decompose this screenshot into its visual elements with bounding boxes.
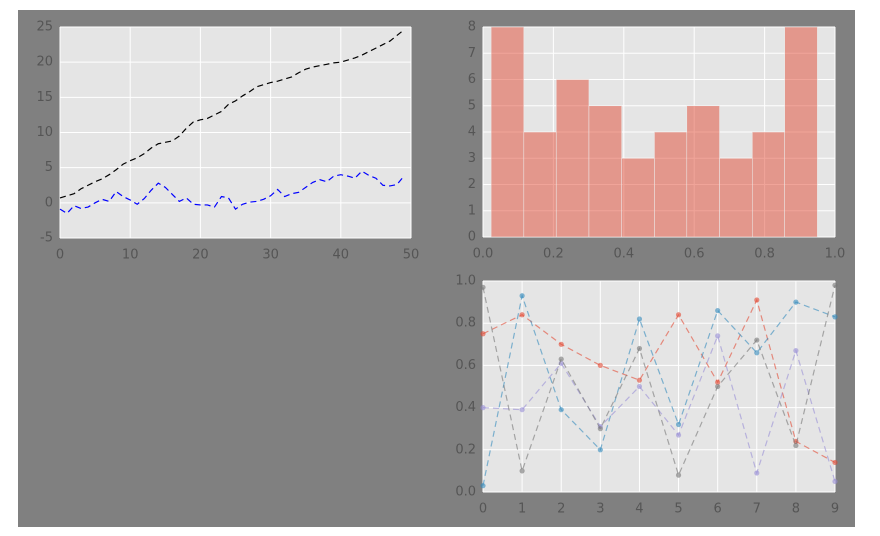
x-tick-label: 1.0 [825,247,846,262]
marker [832,314,838,320]
marker [793,299,799,305]
x-tick-label: 5 [674,502,682,517]
y-tick-label: 20 [36,55,53,70]
marker [715,379,721,385]
x-tick-label: 1 [518,502,526,517]
marker [832,459,838,466]
marker [754,337,760,343]
y-tick-label: 1.0 [455,274,476,289]
bar [621,158,655,238]
marker [754,470,760,476]
marker [636,345,643,352]
marker [597,426,603,432]
marker [519,407,525,413]
bar [752,131,785,238]
y-tick-label: 7 [468,46,476,61]
marker [558,356,564,362]
marker [675,312,682,318]
x-tick-label: 0.2 [543,247,564,262]
marker [793,348,799,354]
x-tick-label: 9 [831,502,839,517]
x-tick-label: 4 [635,502,643,517]
marker [754,350,760,356]
y-tick-label: 0.6 [455,358,476,373]
y-tick-label: 5 [45,160,53,175]
line [59,170,405,215]
marker [480,284,486,290]
bar [490,26,525,238]
y-tick-label: -5 [40,231,53,246]
marker [636,316,643,322]
y-tick-label: 0.8 [455,316,476,331]
plot-area [483,281,835,492]
x-tick-label: 0 [479,502,487,517]
marker [715,383,721,390]
y-tick-label: 0.0 [455,485,476,500]
marker [519,293,525,299]
marker [675,472,682,478]
marker [793,442,799,449]
marker [715,333,721,339]
marker [519,312,525,318]
marker [597,362,603,368]
x-tick-label: 0.8 [754,247,775,262]
y-tick-label: 25 [36,20,53,35]
marker [832,478,838,485]
x-tick-label: 50 [403,248,420,263]
bar [686,105,720,238]
line [482,285,836,477]
marker [558,341,564,347]
bar [654,131,688,238]
marker [480,483,486,489]
bar [719,158,753,238]
marker [675,421,682,428]
marker [832,282,838,288]
marker [480,331,486,337]
x-tick-label: 3 [596,502,604,517]
y-tick-label: 0 [45,195,53,210]
x-tick-label: 40 [333,248,350,263]
y-tick-label: 1 [468,203,476,218]
x-tick-label: 2 [557,502,565,517]
y-tick-label: 2 [468,177,476,192]
marker [636,377,643,383]
x-tick-label: 30 [262,248,279,263]
bar [555,79,590,238]
marker [675,432,682,438]
y-tick-label: 0 [468,230,476,245]
x-tick-label: 0.0 [473,247,494,262]
marker [754,297,760,303]
bar [588,105,622,238]
x-tick-label: 0 [56,248,64,263]
y-tick-label: 0.4 [455,400,476,415]
x-tick-label: 0.4 [613,247,634,262]
marker [715,307,721,314]
y-tick-label: 8 [468,20,476,35]
x-tick-label: 7 [753,502,761,517]
y-tick-label: 0.2 [455,442,476,457]
y-tick-label: 3 [468,151,476,166]
y-tick-label: 15 [36,90,53,105]
y-tick-label: 4 [468,125,476,140]
marker [636,383,643,390]
x-tick-label: 10 [122,248,139,263]
bar [784,26,818,238]
x-tick-label: 6 [714,502,722,517]
marker [597,447,603,453]
y-tick-label: 6 [468,72,476,87]
y-tick-label: 10 [36,125,53,140]
marker [480,405,486,411]
x-tick-label: 20 [192,248,209,263]
x-tick-label: 8 [792,502,800,517]
marker [519,468,525,474]
x-tick-label: 0.6 [684,247,705,262]
bar [523,131,557,238]
y-tick-label: 5 [468,98,476,113]
line [482,293,836,486]
line [59,29,405,199]
marker [558,407,564,413]
